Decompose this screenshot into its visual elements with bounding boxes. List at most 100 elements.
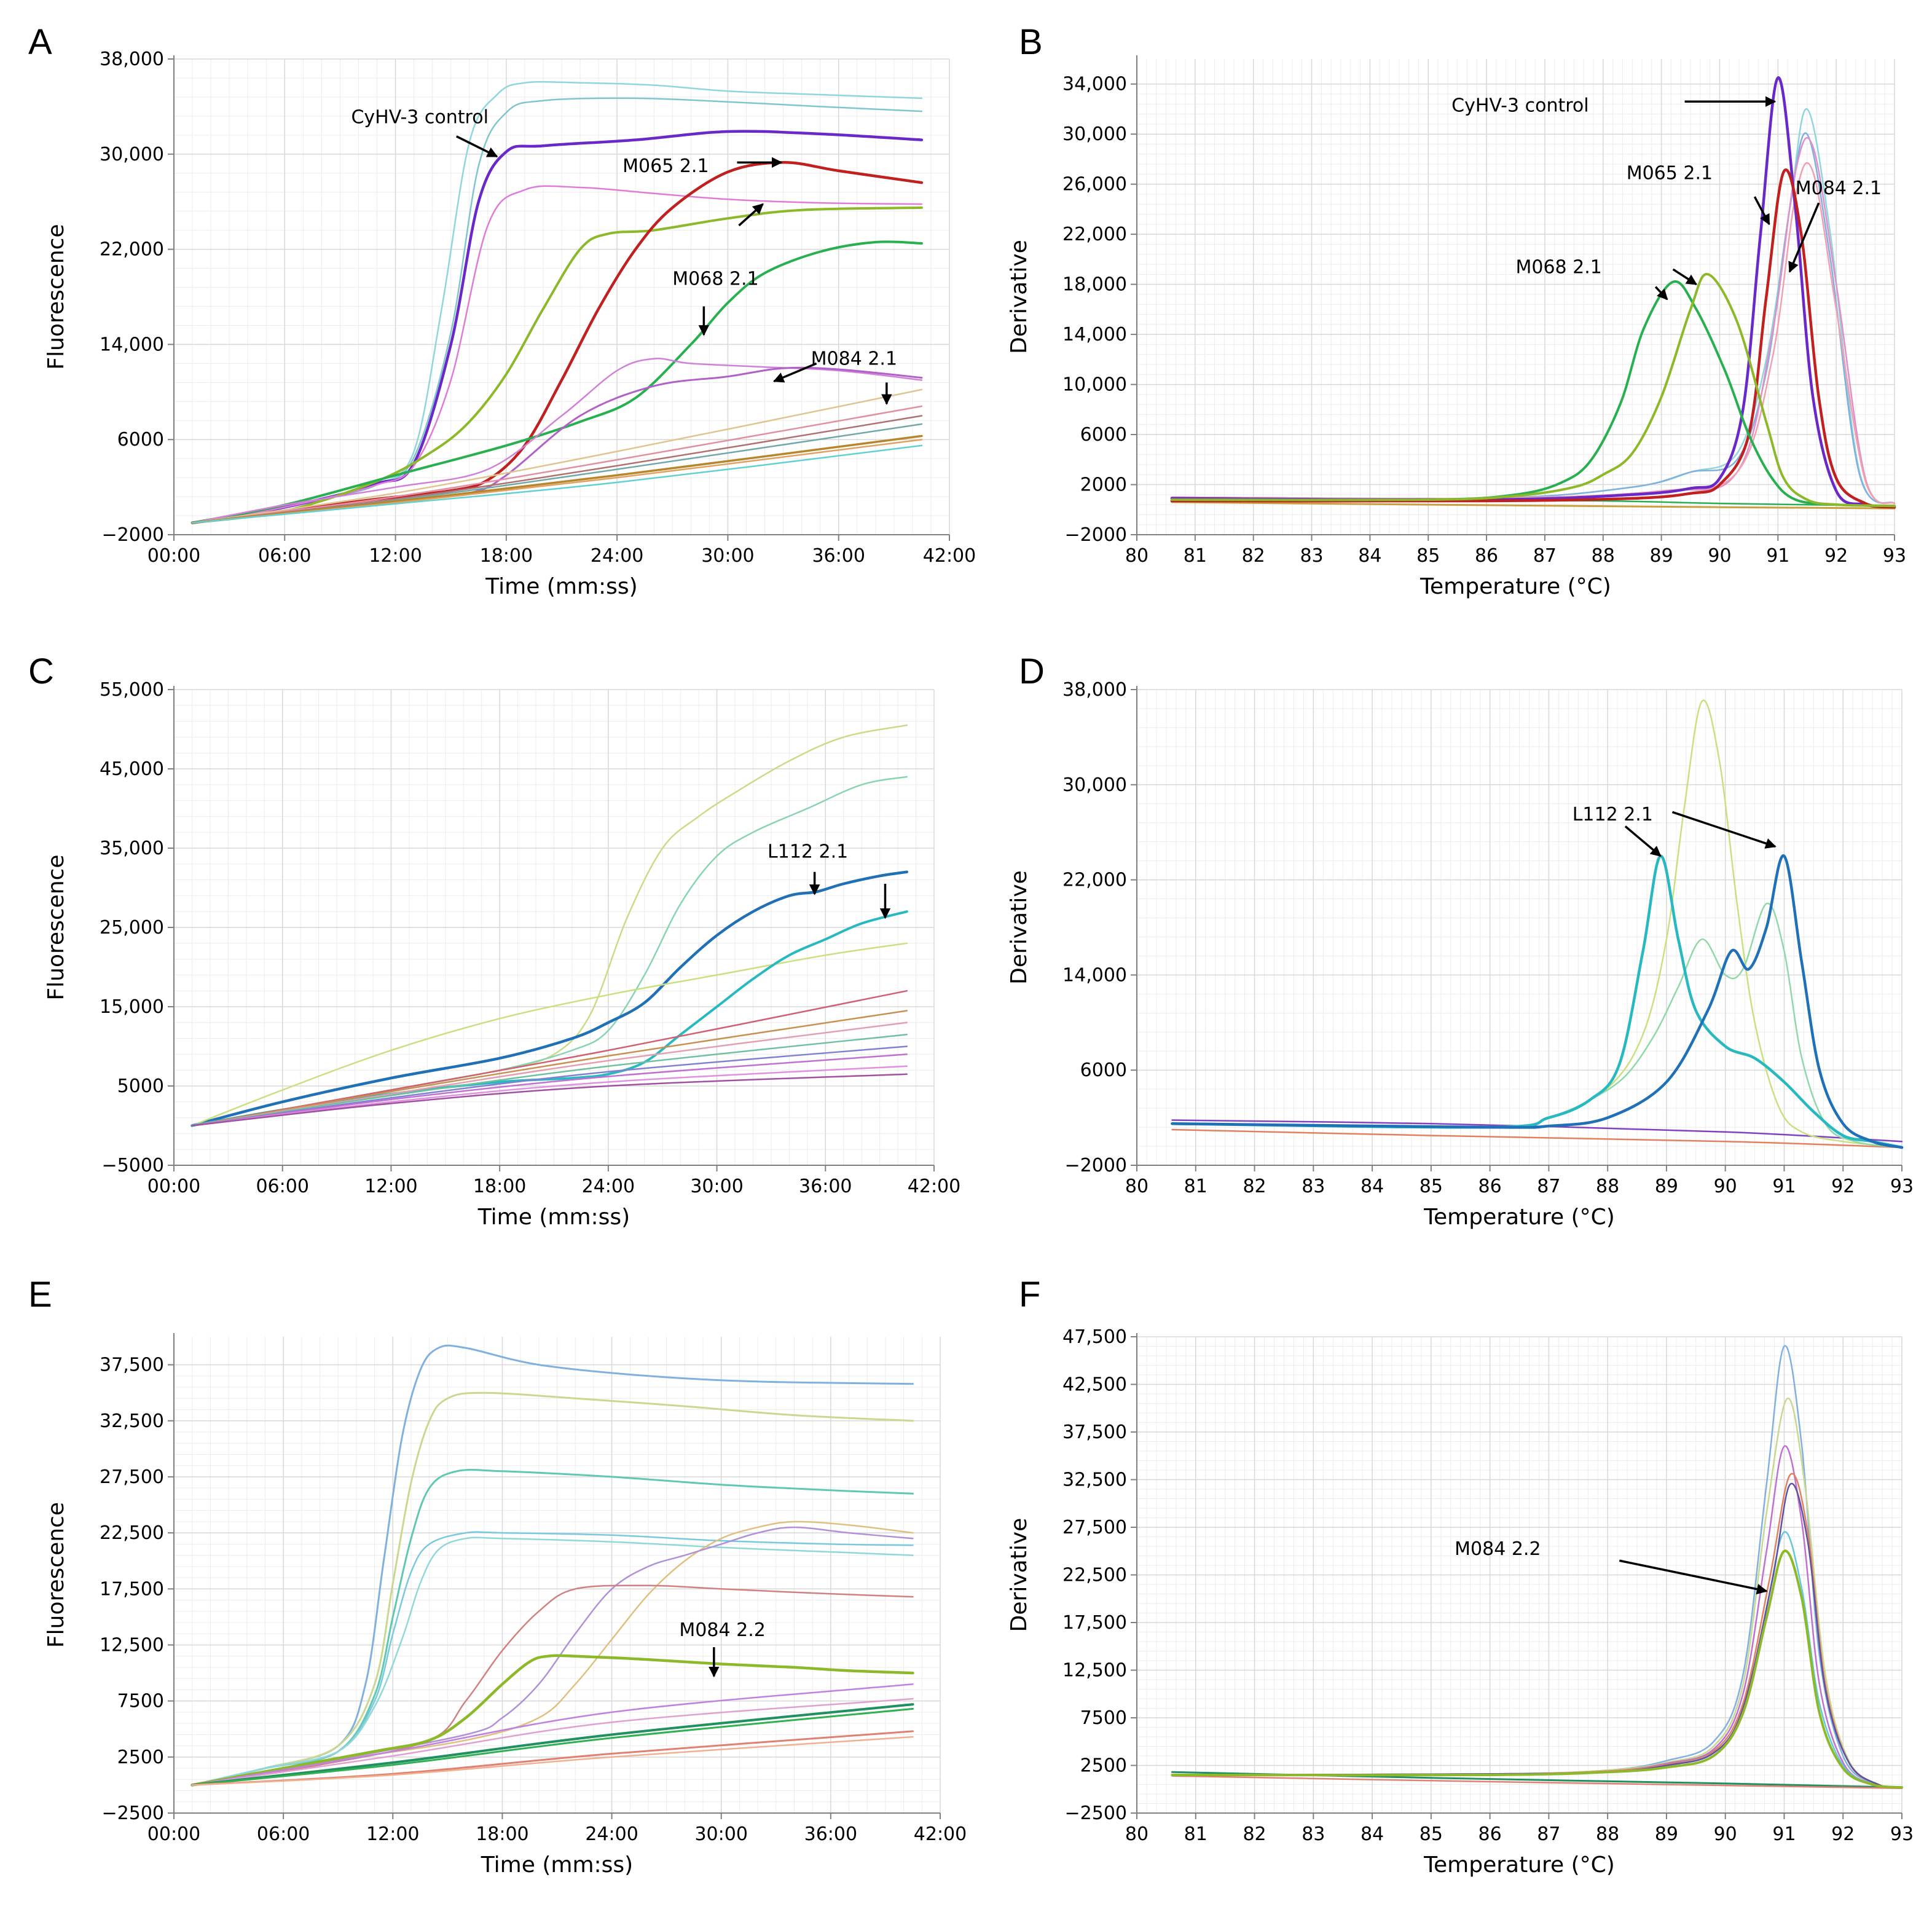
annotation-label: M065 2.1 [622,155,709,177]
y-tick-label: 34,000 [1062,74,1127,95]
series-line-e10 [191,1683,914,1786]
x-tick-label: 24:00 [585,1824,638,1845]
y-tick-label: 2500 [117,1747,164,1768]
y-tick-label: −2500 [1065,1803,1127,1824]
series-line-c7 [191,1010,908,1127]
x-axis-title: Time (mm:ss) [477,1205,630,1230]
series-line-f2 [1171,1398,1903,1788]
x-tick-label: 93 [1890,1176,1914,1197]
series-line-e12 [190,1703,914,1787]
annotation-arrow [1672,268,1697,286]
x-tick-label: 42:00 [923,545,976,567]
y-tick-label: 17,500 [1062,1612,1127,1634]
x-tick-label: 92 [1831,1824,1855,1845]
y-tick-label: 22,000 [1062,870,1127,891]
annotation-arrow [1753,196,1770,226]
x-tick-label: 12:00 [366,1824,419,1845]
series-line-m068-2-1-a [1170,280,1896,508]
x-tick-label: 89 [1655,1824,1678,1845]
series-line-f3 [1171,1445,1903,1788]
series-line-d2 [1171,902,1903,1149]
series-line-m065-2-1 [1170,168,1896,509]
y-tick-label: 32,500 [100,1410,164,1432]
x-tick-label: 18:00 [480,545,533,567]
annotation-label: CyHV-3 control [1451,95,1588,117]
y-axis-title: Fluorescence [44,224,69,369]
x-tick-label: 81 [1184,1176,1208,1197]
y-tick-label: 7500 [1080,1707,1127,1729]
grid-b [1136,59,1895,535]
series-line-f6 [1171,1482,1903,1788]
x-tick-label: 82 [1243,1176,1266,1197]
grid-f [1136,1336,1903,1814]
series-line-s16 [191,444,923,524]
series-group-c [190,724,909,1127]
grid-d [1136,689,1903,1166]
x-tick-label: 91 [1772,1176,1796,1197]
x-tick-label: 92 [1831,1176,1855,1197]
y-tick-label: −2500 [102,1803,164,1824]
y-tick-label: 42,500 [1062,1374,1127,1396]
series-group-d [1171,699,1904,1149]
series-line-e13 [191,1707,914,1786]
x-tick-label: 24:00 [591,545,643,567]
y-tick-label: 38,000 [1062,679,1127,701]
panel-f: F 80 81 82 83 84 85 86 87 88 89 90 91 92 93 −2500 2500 75… [1007,1275,1914,1878]
x-tick-label: 36:00 [812,545,865,567]
series-line-m068-2-1-a [191,206,923,524]
series-line-m068-2-1-b [191,240,923,524]
annotation-label: M084 2.1 [1796,178,1882,199]
y-tick-label: 22,500 [1062,1565,1127,1586]
y-tick-label: 32,500 [1062,1470,1127,1491]
y-tick-label: 14,000 [1062,324,1127,345]
y-axis-title: Fluorescence [44,1502,69,1648]
y-tick-label: 18,000 [1062,274,1127,296]
series-line-c11 [191,1053,908,1127]
series-line-f5 [1171,1531,1903,1788]
y-tick-label: 22,500 [100,1522,164,1544]
series-group-f [1171,1345,1903,1789]
annotation-label: CyHV-3 control [351,106,488,128]
series-line-c1 [1171,108,1896,505]
y-tick-label: 7500 [117,1691,164,1712]
annotation-label: M084 2.2 [1455,1538,1541,1560]
series-line-m084-2-2 [190,1654,914,1787]
series-line-l112-2-1-b [190,910,908,1127]
x-axis-title: Time (mm:ss) [481,1852,633,1878]
y-tick-label: 5000 [117,1076,164,1097]
x-tick-label: 90 [1714,1824,1737,1845]
x-tick-label: 30:00 [694,1824,747,1845]
panel-letter-e: E [28,1275,52,1315]
series-line-c2 [1171,132,1896,505]
y-tick-label: 55,000 [100,679,164,701]
series-line-e2 [191,1391,914,1786]
annotation-arrow [1788,202,1820,273]
panel-letter-d: D [1019,651,1045,691]
x-tick-label: 24:00 [582,1176,635,1197]
y-tick-label: 25,000 [100,917,164,938]
y-tick-label: 37,500 [100,1355,164,1376]
series-line-flat-a [1171,1128,1903,1149]
y-tick-label: 14,000 [100,334,164,355]
series-group-a [190,81,924,524]
x-tick-label: 00:00 [147,1824,200,1845]
y-tick-label: 6000 [117,429,164,450]
y-tick-label: 17,500 [100,1578,164,1600]
y-tick-label: 27,500 [1062,1517,1127,1538]
annotation-arrow [738,203,764,227]
y-tick-label: 22,000 [1062,224,1127,245]
x-tick-label: 81 [1184,545,1207,567]
series-line-e11 [191,1698,914,1786]
x-tick-label: 42:00 [914,1824,967,1845]
y-tick-label: 35,000 [100,838,164,859]
y-tick-label: 2500 [1080,1755,1127,1777]
x-tick-label: 18:00 [476,1824,528,1845]
x-tick-label: 88 [1596,1176,1619,1197]
y-tick-label: 30,000 [100,144,164,165]
x-tick-label: 82 [1243,1824,1266,1845]
x-axis-title: Time (mm:ss) [485,574,637,599]
x-tick-label: 84 [1361,1824,1384,1845]
y-tick-label: 14,000 [1062,964,1127,986]
x-tick-label: 90 [1714,1176,1737,1197]
